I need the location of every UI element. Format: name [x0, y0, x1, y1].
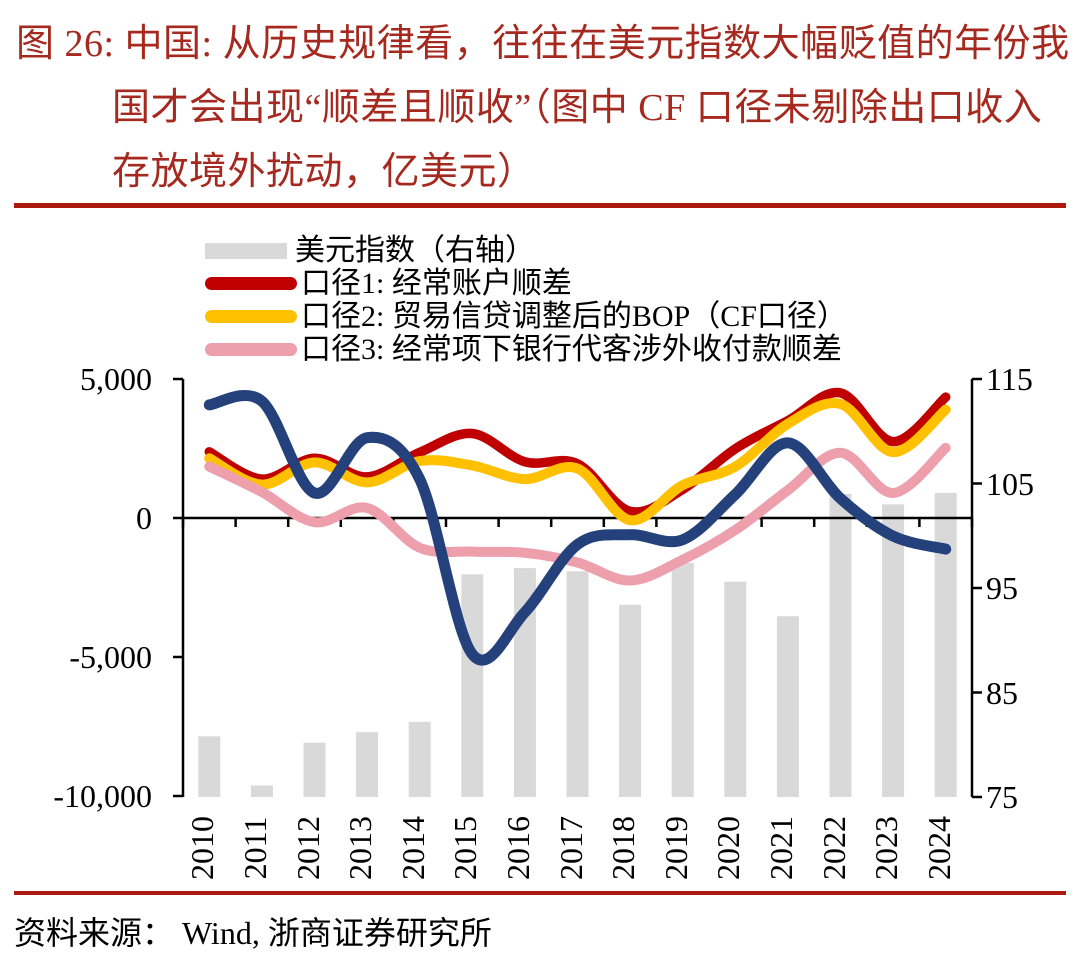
chart-legend: 美元指数（右轴） 口径1: 经常账户顺差 口径2: 贸易信贷调整后的BOP（CF口径…: [205, 234, 847, 366]
legend-label-caliber1: 口径1: 经常账户顺差: [301, 267, 572, 300]
legend-label-caliber2: 口径2: 贸易信贷调整后的BOP（CF口径）: [301, 300, 847, 333]
year-label-2012: 2012: [289, 816, 325, 880]
year-label-2011: 2011: [236, 816, 273, 880]
usd-index-bar-2020: [724, 581, 747, 797]
legend-item-caliber1: 口径1: 经常账户顺差: [205, 267, 847, 300]
legend-label-usd-index: 美元指数（右轴）: [295, 234, 535, 267]
right-axis-tick-label-115: 115: [986, 361, 1033, 397]
right-axis-tick-label-85: 85: [986, 674, 1018, 711]
legend-swatch-usd-index: [205, 242, 287, 259]
year-label-2016: 2016: [499, 816, 536, 880]
left-axis-tick-label--5,000: -5,000: [69, 639, 152, 675]
year-label-2020: 2020: [709, 816, 746, 880]
usd-index-bar-2023: [882, 504, 905, 797]
legend-label-caliber3: 口径3: 经常项下银行代客涉外收付款顺差: [301, 333, 842, 366]
legend-item-caliber3: 口径3: 经常项下银行代客涉外收付款顺差: [205, 333, 847, 366]
legend-swatch-caliber2: [205, 310, 297, 323]
year-label-2013: 2013: [341, 816, 378, 880]
usd-index-bar-2022: [829, 493, 852, 797]
usd-index-bar-2011: [250, 785, 273, 797]
year-label-2014: 2014: [394, 816, 431, 880]
title-separator-line: [14, 203, 1066, 208]
usd-index-bar-2014: [408, 721, 431, 797]
year-label-2019: 2019: [657, 816, 694, 880]
figure-title: 图 26: 中国: 从历史规律看，往往在美元指数大幅贬值的年份我 国才会出现“顺…: [16, 12, 1072, 204]
year-label-2017: 2017: [552, 816, 588, 880]
year-label-2010: 2010: [183, 816, 220, 880]
legend-swatch-caliber1: [205, 277, 297, 290]
usd-index-bar-2015: [461, 574, 484, 797]
usd-index-bar-2019: [671, 562, 694, 797]
usd-index-bar-2021: [776, 616, 799, 797]
unlabeled-navy-line: [203, 390, 952, 666]
right-axis-tick-label-75: 75: [986, 779, 1018, 815]
usd-index-bar-2024: [934, 492, 957, 797]
legend-item-usd-index: 美元指数（右轴）: [205, 234, 847, 267]
source-text: 资料来源： Wind, 浙商证券研究所: [14, 915, 492, 951]
year-label-2024: 2024: [920, 816, 957, 880]
figure-title-line-2: 国才会出现“顺差且顺收”（图中 CF 口径未剔除出口收入: [112, 87, 1043, 129]
figure-title-line-3: 存放境外扰动，亿美元）: [112, 151, 536, 193]
figure-title-line-1: 图 26: 中国: 从历史规律看，往往在美元指数大幅贬值的年份我: [16, 23, 1070, 65]
year-label-2021: 2021: [762, 816, 799, 880]
usd-index-bar-2013: [356, 732, 379, 797]
usd-index-bar-2012: [303, 742, 326, 797]
source-separator-line: [14, 891, 1066, 895]
usd-index-bar-2018: [619, 604, 642, 797]
right-axis-tick-label-95: 95: [986, 570, 1018, 606]
left-axis-tick-label--10,000: -10,000: [53, 778, 152, 814]
left-axis-tick-label-0: 0: [136, 500, 152, 536]
legend-swatch-caliber3: [205, 343, 297, 356]
usd-index-bar-2010: [198, 736, 221, 797]
year-label-2015: 2015: [446, 816, 483, 880]
legend-item-caliber2: 口径2: 贸易信贷调整后的BOP（CF口径）: [205, 300, 847, 333]
bank-cross-border-line: [204, 442, 951, 586]
year-label-2022: 2022: [815, 816, 851, 880]
usd-index-bar-2017: [566, 571, 589, 797]
right-axis-tick-label-105: 105: [986, 465, 1034, 502]
year-label-2023: 2023: [867, 816, 904, 880]
year-label-2018: 2018: [604, 816, 641, 880]
left-axis-tick-label-5,000: 5,000: [80, 361, 152, 397]
